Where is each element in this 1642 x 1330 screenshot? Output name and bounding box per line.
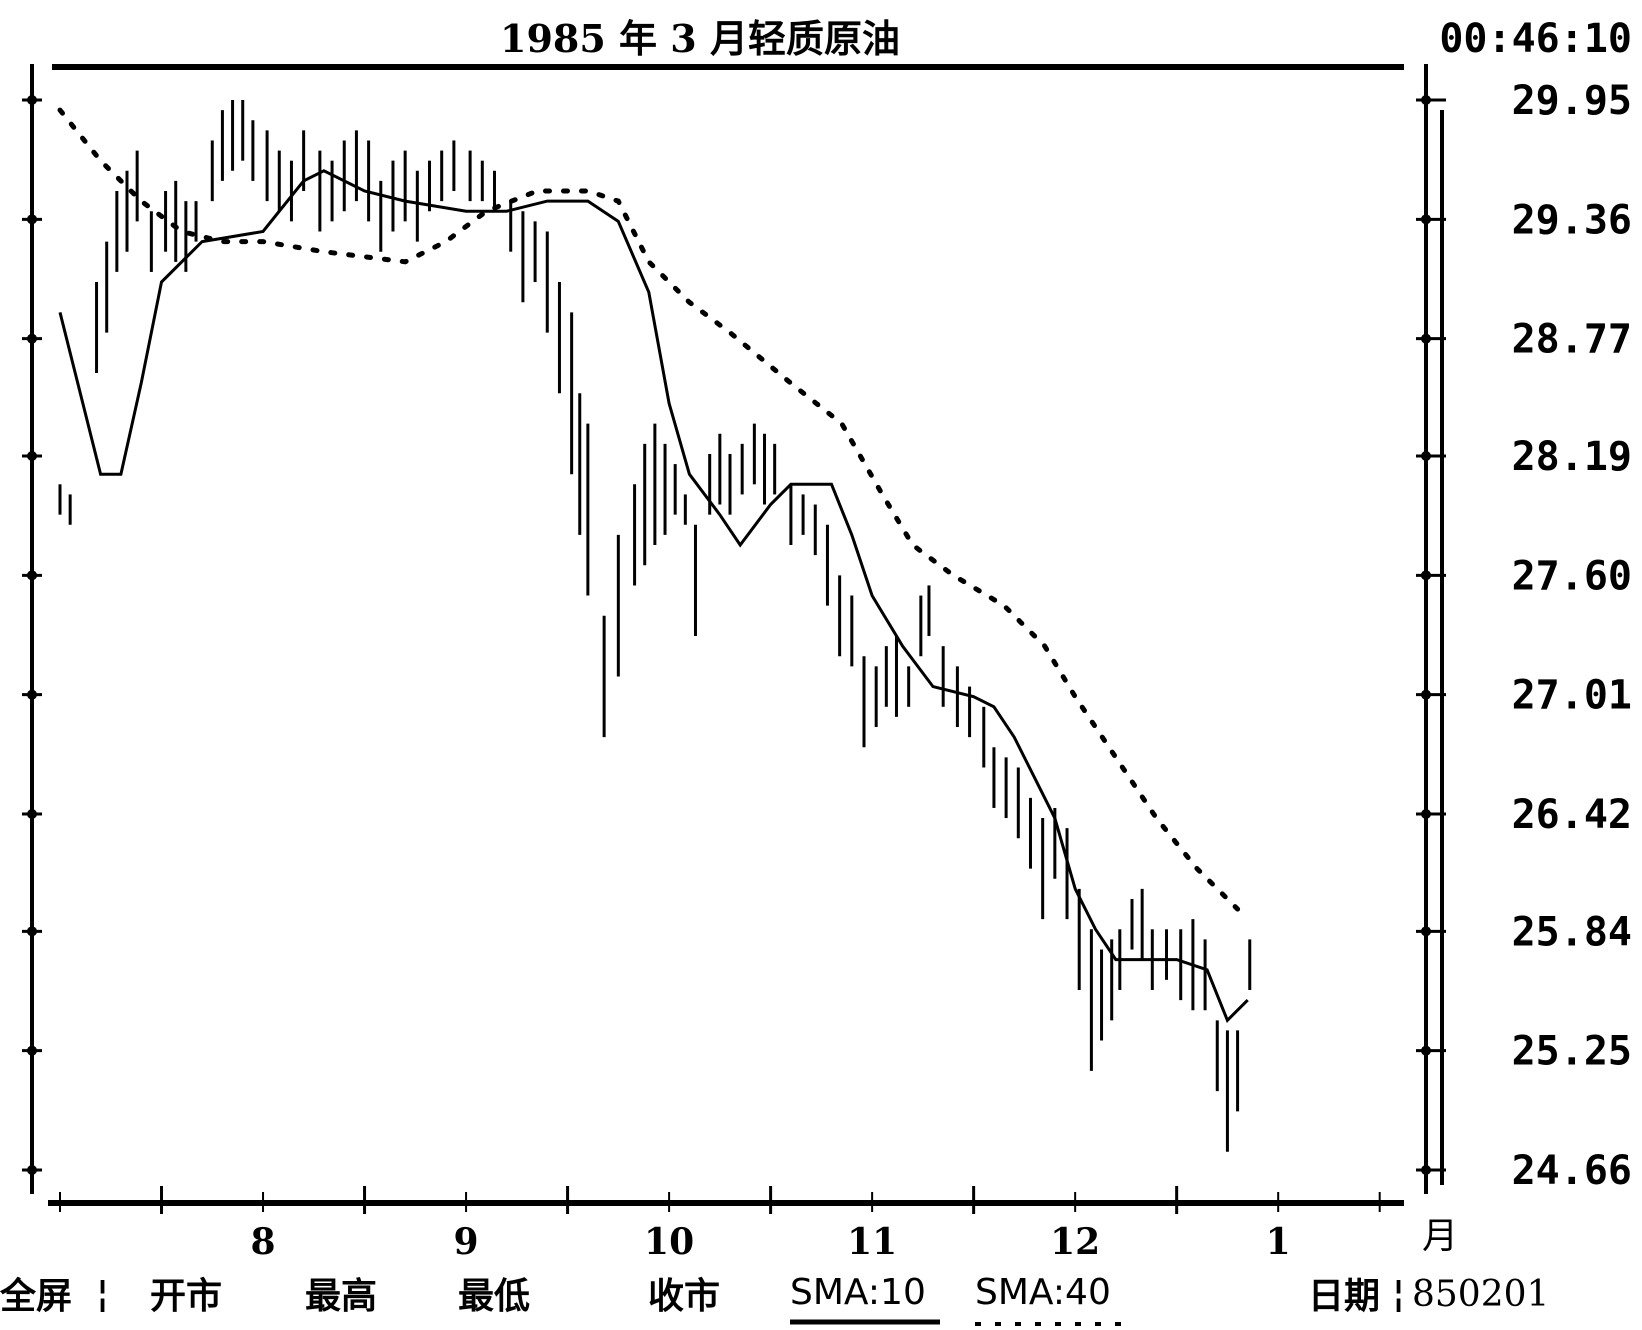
y-tick-label: 25.84 (1512, 909, 1632, 955)
x-tick-label: 9 (454, 1221, 479, 1263)
x-axis-unit-label: 月 (1422, 1216, 1458, 1257)
top-border (52, 64, 1404, 70)
y-tick-label: 28.77 (1512, 317, 1632, 363)
bottom-axis-line (48, 1200, 1404, 1206)
legend-sma10[interactable]: SMA:10 (790, 1272, 926, 1313)
sma10-line (58, 169, 1249, 1023)
footer-date-label: 日期 (1308, 1275, 1380, 1317)
footer-date-value: 850201 (1412, 1274, 1549, 1315)
footer-fullscreen[interactable]: 全屏 (0, 1275, 72, 1317)
y-tick-label: 25.25 (1512, 1029, 1632, 1075)
x-tick-label: 1 (1266, 1221, 1291, 1263)
footer-high[interactable]: 最高 (305, 1275, 377, 1317)
y-tick-label: 24.66 (1512, 1148, 1632, 1194)
legend-sma40[interactable]: SMA:40 (975, 1272, 1111, 1313)
y-axis-ticks: 29.95 29.36 28.77 28.19 27.60 27.01 26.42 25.84… (22, 78, 1632, 1194)
right-axis-line (1424, 64, 1428, 1194)
footer-open[interactable]: 开市 (150, 1275, 222, 1317)
footer-separator: ¦ (96, 1273, 109, 1315)
right-axis-bracket (1440, 110, 1444, 1185)
y-tick-label: 28.19 (1512, 434, 1632, 480)
y-tick-label: 27.60 (1512, 553, 1632, 599)
x-tick-label: 8 (250, 1221, 275, 1263)
y-tick-label: 26.42 (1512, 792, 1632, 838)
y-tick-label: 27.01 (1512, 673, 1632, 719)
clock-readout: 00:46:10 (1439, 16, 1632, 62)
footer-low[interactable]: 最低 (458, 1275, 530, 1317)
footer-legend: 全屏 ¦ 开市 最高 最低 收市 SMA:10 SMA:40 日期 ¦ 8502… (0, 1272, 1549, 1317)
y-tick-label: 29.95 (1512, 78, 1632, 124)
sma-lines (57, 107, 1249, 1023)
x-tick-label: 11 (847, 1221, 897, 1263)
x-tick-label: 12 (1050, 1221, 1100, 1263)
footer-date-separator: ¦ (1392, 1273, 1405, 1315)
x-tick-label: 10 (644, 1221, 694, 1263)
y-tick-label: 29.36 (1512, 197, 1632, 243)
price-bars (58, 100, 1252, 1152)
footer-close[interactable]: 收市 (648, 1275, 720, 1317)
left-axis-line (30, 64, 34, 1194)
chart-title: 1985 年 3 月轻质原油 (500, 16, 900, 61)
x-axis-ticks: 8 9 10 11 12 1 (59, 1186, 1381, 1263)
sma40-line (57, 107, 1241, 912)
